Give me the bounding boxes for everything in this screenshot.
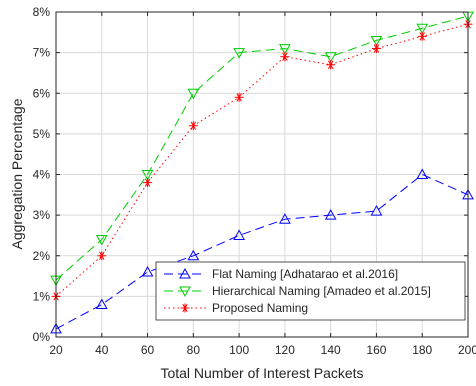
series-marker-triangle-up — [416, 168, 429, 179]
series-marker-triangle-down — [141, 170, 154, 181]
legend-label: Hierarchical Naming [Amadeo et al.2015] — [212, 284, 431, 298]
series-marker-asterisk — [234, 92, 244, 102]
y-tick-label: 7% — [33, 46, 51, 60]
y-tick-label: 8% — [33, 5, 51, 19]
legend-box — [155, 261, 466, 321]
series-marker-asterisk — [326, 60, 336, 70]
series-marker-triangle-down — [416, 23, 429, 35]
series-marker-asterisk — [417, 31, 427, 41]
series-line — [55, 15, 469, 281]
series-marker-asterisk — [188, 121, 198, 131]
series-marker-asterisk — [143, 178, 153, 188]
x-tick-label: 20 — [49, 343, 63, 357]
series-marker-triangle-up — [179, 267, 191, 279]
x-tick-label: 100 — [229, 343, 249, 357]
legend-entry: Flat Naming [Adhatarao et al.2016] — [164, 267, 398, 281]
series-marker-asterisk — [280, 52, 290, 62]
series-marker-triangle-down — [324, 52, 337, 63]
x-tick-label: 200 — [458, 343, 476, 357]
x-tick-label: 60 — [141, 343, 155, 357]
series-marker-triangle-down — [95, 235, 108, 246]
legend-entry: Hierarchical Naming [Amadeo et al.2015] — [164, 284, 431, 298]
series-line — [55, 173, 469, 330]
x-tick-label: 120 — [275, 343, 295, 357]
x-tick-label: 40 — [95, 343, 109, 357]
legend-entry: Proposed Naming — [164, 301, 308, 315]
y-tick-label: 3% — [33, 208, 51, 222]
series-marker-triangle-up — [187, 249, 200, 261]
series-marker-triangle-up — [370, 205, 383, 216]
y-tick-label: 0% — [33, 330, 51, 344]
x-tick-label: 140 — [321, 343, 341, 357]
series-layer — [50, 11, 474, 334]
legend: Flat Naming [Adhatarao et al.2016] Hierar… — [155, 261, 466, 321]
x-tick-label: 160 — [366, 343, 386, 357]
y-tick-label: 1% — [33, 289, 51, 303]
series-marker-triangle-up — [279, 213, 291, 224]
x-tick-label: 80 — [187, 343, 201, 357]
series-marker-triangle-up — [233, 229, 245, 240]
y-tick-label: 2% — [33, 249, 51, 263]
series-line — [55, 23, 469, 297]
y-tick-labels: 0% 1% 2% 3% 4% 5% 6% 7% 8% — [33, 5, 51, 344]
series-marker-triangle-down — [179, 286, 191, 298]
series-marker-triangle-up — [141, 265, 154, 277]
legend-label: Proposed Naming — [212, 301, 308, 315]
series-2 — [50, 11, 474, 287]
x-axis-label: Total Number of Interest Packets — [160, 365, 363, 381]
series-marker-triangle-down — [233, 48, 245, 59]
series-marker-triangle-down — [279, 44, 291, 55]
series-marker-triangle-up — [324, 209, 337, 220]
y-axis-label: Aggregation Percentage — [9, 98, 25, 249]
y-tick-label: 6% — [33, 86, 51, 100]
series-marker-asterisk — [97, 251, 107, 261]
plot-frame — [55, 11, 469, 338]
series-marker-triangle-down — [187, 88, 200, 100]
series-marker-triangle-up — [95, 298, 108, 309]
x-tick-labels: 20 40 60 80 100 120 140 160 180 200 — [49, 343, 476, 357]
series-marker-asterisk — [180, 303, 190, 313]
x-tick-label: 180 — [412, 343, 432, 357]
series-1 — [50, 168, 474, 334]
series-3 — [51, 19, 473, 301]
series-marker-asterisk — [371, 44, 381, 54]
legend-label: Flat Naming [Adhatarao et al.2016] — [212, 267, 398, 281]
y-tick-label: 5% — [33, 127, 51, 141]
series-marker-triangle-down — [370, 35, 383, 47]
y-tick-label: 4% — [33, 168, 51, 182]
